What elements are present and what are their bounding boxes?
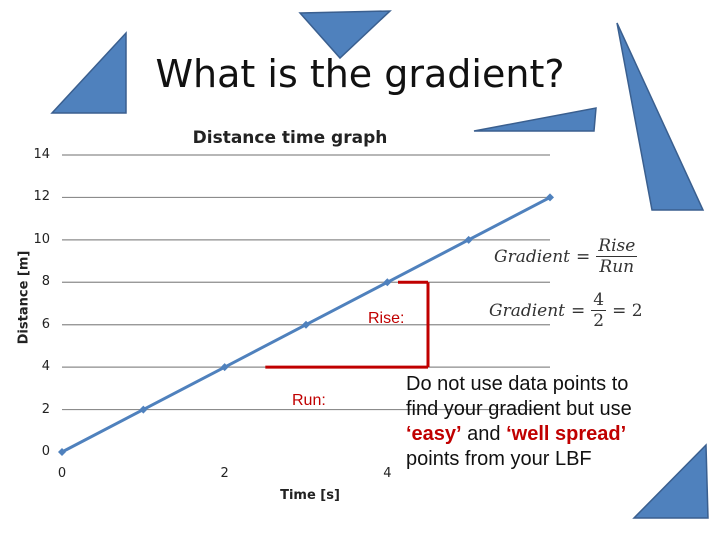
- fraction-denominator: Run: [599, 257, 635, 277]
- fraction-numerator: 4: [591, 290, 607, 311]
- y-tick-label: 10: [33, 231, 50, 247]
- x-tick-label: 4: [383, 466, 392, 481]
- highlight-well-spread: ‘well spread’: [506, 423, 627, 445]
- data-point: [220, 363, 229, 372]
- triangle-shape: [616, 22, 705, 211]
- fraction-numerator: Rise: [596, 236, 638, 257]
- triangle-shape: [632, 443, 709, 519]
- rise-over-run: Rise Run: [596, 236, 638, 277]
- y-tick-label: 0: [41, 444, 50, 459]
- gradient-word: Gradient: [494, 246, 571, 267]
- y-tick-label: 12: [33, 189, 50, 205]
- triangle-shape: [50, 31, 127, 114]
- triangle-shape: [473, 107, 597, 132]
- y-tick-label: 8: [41, 274, 50, 290]
- highlight-easy: ‘easy’: [406, 423, 462, 445]
- x-axis-label: Time [s]: [280, 488, 340, 503]
- equals-sign: =: [571, 300, 586, 321]
- fraction-denominator: 2: [593, 311, 605, 331]
- note-line: Do not use data points to: [406, 373, 629, 395]
- note-line: ‘easy’ and ‘well spread’: [406, 422, 706, 447]
- rise-label: Rise:: [368, 310, 405, 327]
- y-tick-label: 6: [41, 316, 50, 332]
- gradient-word: Gradient: [489, 300, 566, 321]
- gradient-calculation: Gradient = 4 2 = 2: [489, 290, 643, 331]
- note-and: and: [461, 423, 507, 445]
- note-line: find your gradient but use: [406, 398, 632, 420]
- y-tick-label: 2: [41, 401, 50, 417]
- data-point: [58, 448, 66, 456]
- gradient-formula: Gradient = Rise Run: [494, 236, 643, 277]
- x-tick-label: 2: [220, 466, 229, 481]
- y-axis-label: Distance [m]: [16, 250, 32, 345]
- chart-title: Distance time graph: [192, 128, 388, 148]
- triangle-shape: [298, 10, 392, 60]
- y-tick-label: 14: [33, 147, 50, 162]
- data-point: [383, 278, 392, 287]
- four-over-two: 4 2: [591, 290, 607, 331]
- data-point: [464, 235, 473, 244]
- note-line: points from your LBF: [406, 448, 592, 470]
- data-point: [139, 405, 148, 414]
- advice-note: Do not use data points to find your grad…: [406, 372, 706, 472]
- x-tick-label: 0: [57, 466, 67, 481]
- page-title: What is the gradient?: [155, 52, 565, 96]
- y-tick-label: 4: [41, 359, 50, 375]
- data-point: [302, 320, 310, 329]
- run-label: Run:: [292, 392, 326, 409]
- data-point: [546, 193, 554, 202]
- gradient-result: = 2: [612, 300, 643, 321]
- equals-sign: =: [576, 246, 591, 267]
